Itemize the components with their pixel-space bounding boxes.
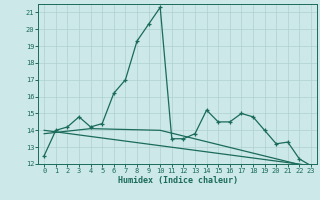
X-axis label: Humidex (Indice chaleur): Humidex (Indice chaleur) bbox=[118, 176, 238, 185]
